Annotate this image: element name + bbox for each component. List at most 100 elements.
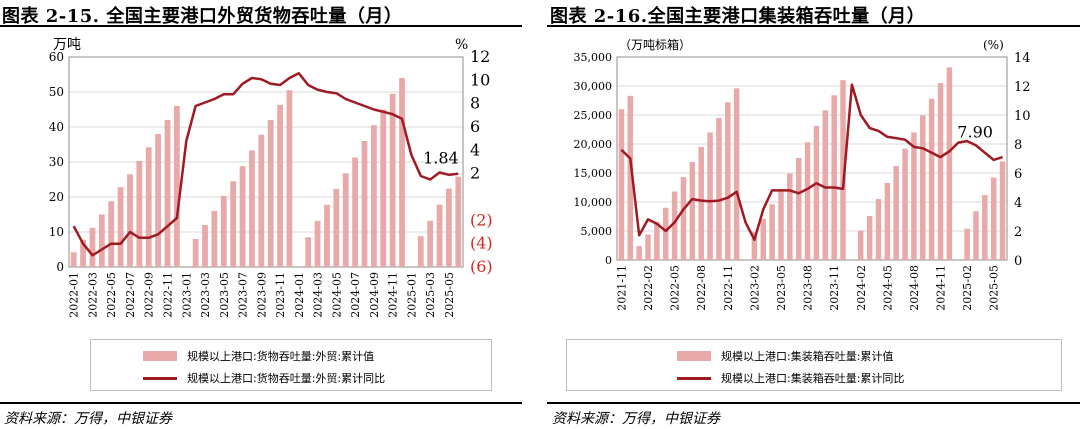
bar — [645, 234, 651, 260]
source-left: 资料来源：万得，中银证券 — [4, 411, 172, 427]
x-tick-label: 2025-03 — [424, 272, 437, 318]
y-right-unit: (%) — [983, 38, 1004, 52]
bar — [822, 110, 829, 260]
x-tick-label: 2023-03 — [199, 272, 212, 318]
x-tick-label: 2025-05 — [988, 265, 1001, 311]
bar — [127, 174, 133, 267]
bar — [305, 237, 312, 267]
bar — [937, 83, 944, 260]
bar — [636, 246, 642, 260]
x-tick-label: 2023-05 — [218, 272, 231, 318]
bar — [982, 195, 988, 260]
series-line — [72, 72, 459, 257]
bar — [990, 177, 997, 260]
x-tick-label: 2023-08 — [802, 265, 815, 311]
y-left-tick-label: 15,000 — [574, 167, 613, 180]
bar — [80, 239, 86, 267]
bar — [778, 189, 784, 260]
y-left-tick-label: 50 — [49, 85, 64, 99]
bar — [277, 104, 283, 267]
title-rule-right — [547, 25, 1080, 27]
bar — [202, 225, 208, 267]
x-tick-label: 2023-07 — [237, 272, 250, 318]
bar — [769, 204, 775, 260]
data-label: 7.90 — [957, 122, 993, 141]
x-tick-label: 2023-01 — [180, 272, 193, 318]
bar — [804, 142, 811, 260]
bar — [733, 88, 740, 260]
plot-frame — [616, 56, 1008, 261]
y-right-tick-label: 6 — [470, 117, 480, 136]
y-left-tick-label: 0 — [56, 260, 64, 274]
legend-label: 规模以上港口:集装箱吞吐量:累计值 — [721, 350, 894, 363]
chart-right: 0 5,000 10,000 15,000 20,000 25,000 30,000 35,0… — [574, 37, 1031, 311]
bar — [902, 148, 908, 260]
bar — [751, 232, 758, 260]
chart-title-right: 图表 2-16.全国主要港口集装箱吞吐量（月） — [550, 6, 926, 27]
legend-item-line-left: 规模以上港口:货物吞吐量:外贸:累计同比 — [91, 368, 491, 388]
bar — [893, 166, 899, 260]
bar — [370, 125, 377, 267]
x-tick-label: 2022-05 — [669, 265, 682, 311]
bar — [164, 120, 171, 267]
y-right-tick-label: 10 — [470, 70, 490, 89]
y-left-tick-label: 30,000 — [574, 80, 613, 93]
y-right-tick-label: 6 — [1014, 167, 1022, 182]
bar — [324, 204, 330, 267]
y-left-tick-label: 10,000 — [574, 196, 613, 209]
plot-frame — [68, 56, 464, 268]
y-right-tick-label: 8 — [470, 94, 480, 113]
bar — [787, 173, 793, 260]
bar — [342, 173, 349, 267]
source-rule-right — [547, 402, 1080, 404]
bar — [831, 95, 837, 260]
bar — [858, 230, 864, 260]
bar — [725, 102, 731, 261]
y-left-unit: （万吨标箱） — [619, 37, 691, 52]
bar — [671, 191, 678, 260]
x-tick-label: 2024-07 — [349, 272, 362, 318]
bar — [333, 188, 340, 267]
y-right-tick-label: 10 — [1014, 109, 1031, 124]
x-tick-label: 2022-01 — [68, 272, 81, 318]
bar — [928, 98, 935, 260]
x-tick-label: 2022-11 — [162, 272, 175, 318]
x-tick-label: 2022-07 — [124, 272, 137, 318]
x-tick-label: 2022-05 — [105, 272, 118, 318]
bar — [627, 95, 634, 260]
y-left-tick-label: 60 — [49, 50, 64, 64]
bar — [680, 177, 687, 260]
x-tick-label: 2023-02 — [748, 265, 761, 311]
bar — [455, 176, 462, 267]
bar — [654, 221, 660, 260]
legend-item-bar-left: 规模以上港口:货物吞吐量:外贸:累计值 — [91, 346, 491, 366]
x-tick-label: 2024-01 — [293, 272, 306, 318]
bar — [760, 218, 766, 260]
bar — [286, 90, 293, 267]
bar — [436, 204, 443, 267]
x-tick-label: 2023-09 — [255, 272, 268, 318]
bar — [840, 80, 846, 260]
x-tick-label: 2024-09 — [368, 272, 381, 318]
y-right-tick-label: 12 — [470, 47, 490, 66]
bar — [946, 67, 953, 260]
y-left-tick-label: 20,000 — [574, 138, 613, 151]
x-tick-label: 2022-02 — [642, 265, 655, 311]
bar — [417, 236, 424, 267]
bar — [314, 220, 321, 267]
bar — [884, 182, 891, 260]
bar — [258, 134, 265, 267]
y-right-tick-label: 14 — [1014, 51, 1031, 66]
bar — [866, 215, 873, 260]
legend-left: 规模以上港口:货物吞吐量:外贸:累计值 规模以上港口:货物吞吐量:外贸:累计同比 — [90, 339, 492, 391]
bar — [920, 115, 926, 260]
y-right-tick-label: 2 — [1014, 225, 1022, 240]
source-right: 资料来源：万得，中银证券 — [552, 411, 720, 427]
bar — [361, 141, 368, 267]
y-right-tick-label: (2) — [470, 210, 493, 229]
y-left-tick-label: 40 — [49, 120, 64, 134]
x-tick-label: 2025-01 — [405, 272, 418, 318]
bar — [155, 134, 162, 267]
legend-swatch-line — [143, 376, 177, 380]
bar — [70, 252, 77, 267]
